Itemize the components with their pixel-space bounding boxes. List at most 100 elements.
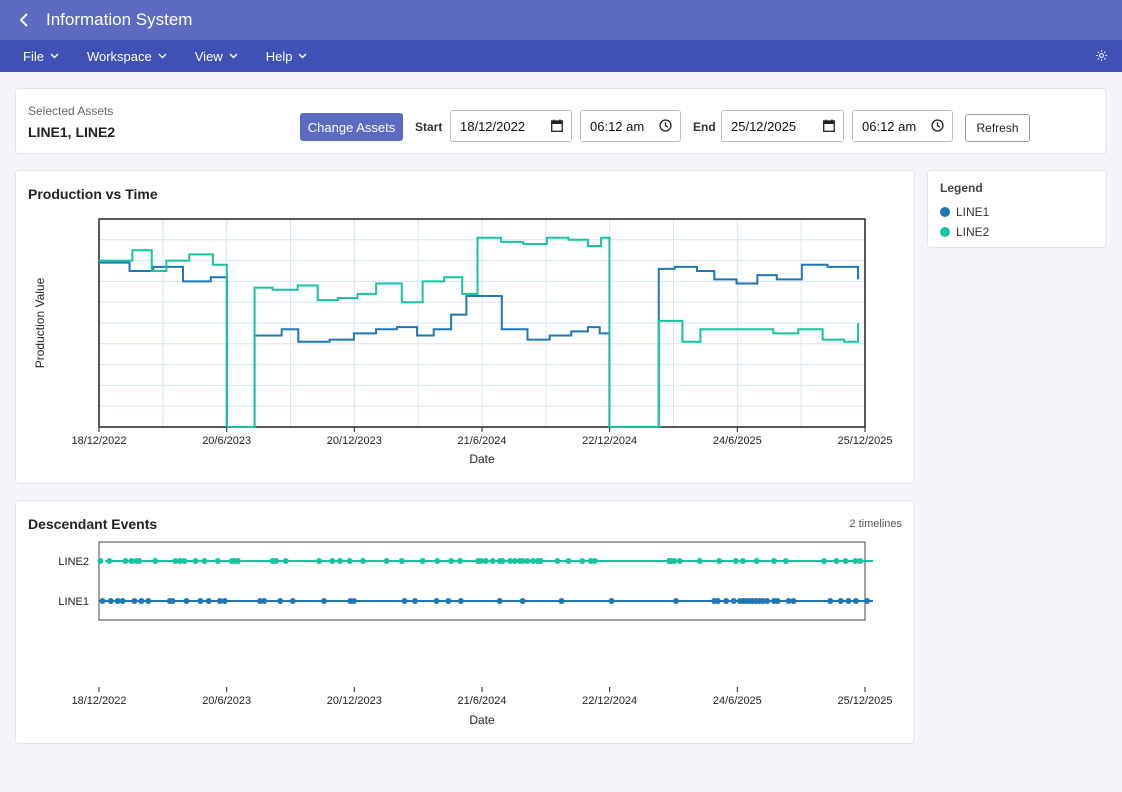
menu-file[interactable]: File <box>23 49 59 64</box>
event-marker-line1 <box>169 598 176 604</box>
calendar-icon[interactable] <box>551 119 563 135</box>
event-marker-line1 <box>114 598 121 604</box>
timeline-count: 2 timelines <box>849 518 902 530</box>
back-arrow-icon[interactable] <box>14 10 34 30</box>
event-marker-line1 <box>138 598 145 604</box>
event-marker-line1 <box>673 598 680 604</box>
event-marker-line2 <box>172 558 179 564</box>
legend-title: Legend <box>940 181 983 195</box>
end-date-field[interactable]: 25/12/2025 <box>721 110 844 142</box>
event-marker-line1 <box>837 598 844 604</box>
end-time-value: 06:12 am <box>862 118 917 134</box>
event-marker-line2 <box>821 558 828 564</box>
events-chart-title: Descendant Events <box>28 516 158 532</box>
event-marker-line1 <box>457 598 464 604</box>
chevron-down-icon <box>298 53 307 59</box>
selected-assets-label: Selected Assets <box>28 104 114 118</box>
event-marker-line1 <box>827 598 834 604</box>
series-line-line1 <box>99 261 860 428</box>
x-tick-label: 24/6/2025 <box>713 695 762 707</box>
legend-label: LINE1 <box>956 205 990 219</box>
event-marker-line1 <box>411 598 418 604</box>
legend-item-line1: LINE1 <box>940 205 989 219</box>
x-tick-label: 20/6/2023 <box>202 695 251 707</box>
chevron-down-icon <box>50 53 59 59</box>
event-marker-line1 <box>350 598 357 604</box>
x-tick-label: 22/12/2024 <box>582 695 637 707</box>
menu-view[interactable]: View <box>195 49 238 64</box>
event-marker-line2 <box>273 558 280 564</box>
start-time-field[interactable]: 06:12 am <box>580 110 681 142</box>
menu-view-label: View <box>194 48 223 64</box>
menu-file-label: File <box>23 48 44 64</box>
x-tick-label: 24/6/2025 <box>713 435 762 447</box>
event-marker-line2 <box>524 558 531 564</box>
event-marker-line2 <box>282 558 289 564</box>
refresh-button[interactable]: Refresh <box>965 114 1030 142</box>
menu-workspace[interactable]: Workspace <box>87 49 167 64</box>
event-marker-line2 <box>457 558 464 564</box>
event-marker-line1 <box>433 598 440 604</box>
event-marker-line1 <box>558 598 565 604</box>
event-marker-line2 <box>477 558 484 564</box>
event-marker-line1 <box>257 598 264 604</box>
change-assets-button[interactable]: Change Assets <box>300 113 403 141</box>
event-marker-line2 <box>329 558 336 564</box>
legend-item-line2: LINE2 <box>940 225 989 239</box>
event-marker-line2 <box>554 558 561 564</box>
event-marker-line2 <box>530 558 537 564</box>
x-tick-label: 21/6/2024 <box>458 435 507 447</box>
event-marker-line2 <box>398 558 405 564</box>
event-marker-line1 <box>723 598 730 604</box>
event-marker-line2 <box>316 558 323 564</box>
start-time-value: 06:12 am <box>590 118 645 134</box>
event-marker-line2 <box>753 558 760 564</box>
event-marker-line1 <box>759 598 766 604</box>
calendar-icon[interactable] <box>823 119 835 135</box>
event-marker-line1 <box>119 598 126 604</box>
event-marker-line1 <box>790 598 797 604</box>
event-marker-line2 <box>448 558 455 564</box>
x-axis-label: Date <box>469 452 495 466</box>
production-chart-card: Production vs Time 18/12/2022 20/6/2023 20… <box>15 170 915 484</box>
event-marker-line1 <box>205 598 212 604</box>
event-marker-line2 <box>336 558 343 564</box>
event-marker-line1 <box>496 598 503 604</box>
event-marker-line2 <box>383 558 390 564</box>
end-time-field[interactable]: 06:12 am <box>852 110 953 142</box>
end-label: End <box>693 120 716 134</box>
events-chart: LINE2 LINE1 18/12/2022 20/6/2023 20/12/2023 2… <box>58 541 893 727</box>
event-marker-line1 <box>852 598 859 604</box>
event-marker-line1 <box>197 598 204 604</box>
event-marker-line2 <box>852 558 859 564</box>
clock-icon[interactable] <box>659 119 672 135</box>
end-date-value: 25/12/2025 <box>731 118 797 134</box>
chevron-down-icon <box>229 53 238 59</box>
event-marker-line1 <box>845 598 852 604</box>
menu-help[interactable]: Help <box>266 49 308 64</box>
event-marker-line2 <box>214 558 221 564</box>
legend-dot <box>940 227 950 237</box>
clock-icon[interactable] <box>931 119 944 135</box>
event-marker-line2 <box>136 558 143 564</box>
event-marker-line2 <box>732 558 739 564</box>
event-marker-line1 <box>785 598 792 604</box>
event-marker-line1 <box>445 598 452 604</box>
event-marker-line2 <box>152 558 159 564</box>
event-marker-line1 <box>99 598 106 604</box>
event-marker-line2 <box>482 558 489 564</box>
x-tick-label: 18/12/2022 <box>71 435 126 447</box>
timeline-frame <box>98 541 866 621</box>
event-marker-line2 <box>842 558 849 564</box>
event-marker-line2 <box>434 558 441 564</box>
event-marker-line1 <box>730 598 737 604</box>
event-marker-line2 <box>591 558 598 564</box>
legend-label: LINE2 <box>956 225 990 239</box>
event-marker-line1 <box>221 598 228 604</box>
event-marker-line2 <box>537 558 544 564</box>
start-date-field[interactable]: 18/12/2022 <box>450 110 572 142</box>
gear-icon[interactable] <box>1095 49 1108 67</box>
x-tick-label: 25/12/2025 <box>837 435 892 447</box>
event-marker-line2 <box>671 558 678 564</box>
event-marker-line1 <box>864 598 871 604</box>
